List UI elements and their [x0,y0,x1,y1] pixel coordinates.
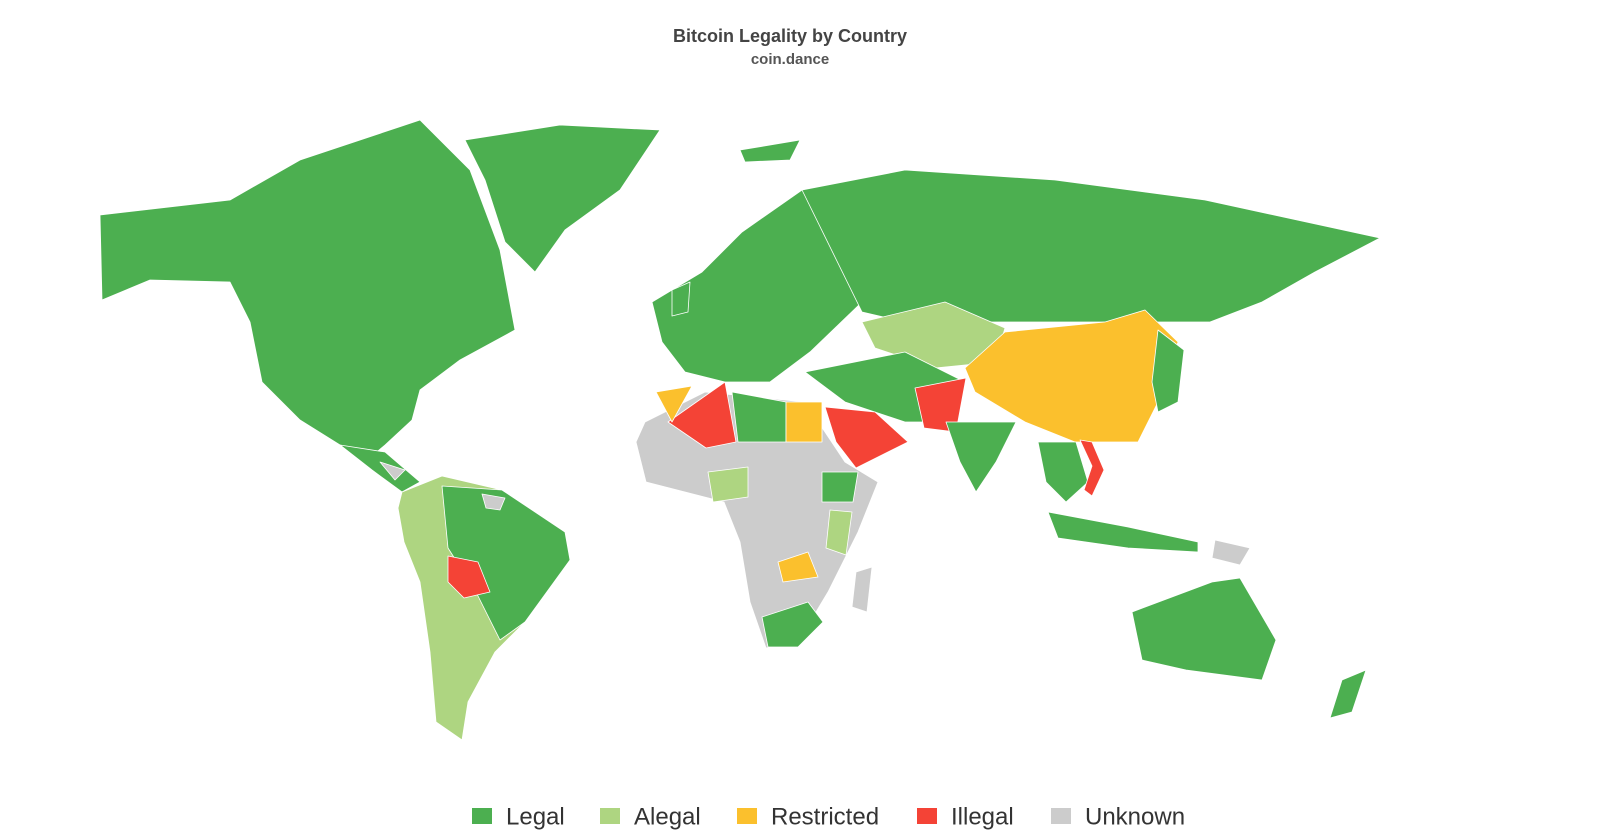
country-region [1047,511,1199,553]
country-region [1329,669,1367,719]
world-map [99,119,1381,741]
country-region [707,466,749,503]
country-region [739,139,801,163]
legend-swatch [600,808,620,824]
country-region [1037,441,1089,503]
country-region [1079,439,1105,497]
country-region [1131,577,1277,681]
country-region [824,406,909,469]
country-region [785,401,823,443]
country-region [1151,329,1185,413]
country-region [671,281,691,317]
country-region [1211,539,1251,566]
legend-swatch [472,808,492,824]
country-region [447,555,491,599]
country-region [339,444,421,493]
map-subtitle: coin.dance [751,51,829,68]
country-region [821,471,859,503]
country-region [761,601,824,648]
country-region [464,124,661,273]
country-region [777,551,819,583]
country-region [851,566,873,613]
country-region [379,461,406,481]
country-region [651,189,863,383]
country-region [481,493,506,511]
country-region [99,119,516,463]
country-region [667,381,737,449]
legend-label: Legal [506,803,565,830]
map-title: Bitcoin Legality by Country [673,26,907,46]
country-region [801,169,1381,323]
country-region [655,385,693,423]
legend-label: Restricted [771,803,879,830]
legend: Legal Alegal Restricted Illegal Unknown [472,803,1185,830]
legend-swatch [1051,808,1071,824]
legend-label: Alegal [634,803,701,830]
country-region [945,421,1017,493]
legend-swatch [737,808,757,824]
legend-label: Illegal [951,803,1014,830]
legend-label: Unknown [1085,803,1185,830]
legend-swatch [917,808,937,824]
country-region [825,509,853,556]
